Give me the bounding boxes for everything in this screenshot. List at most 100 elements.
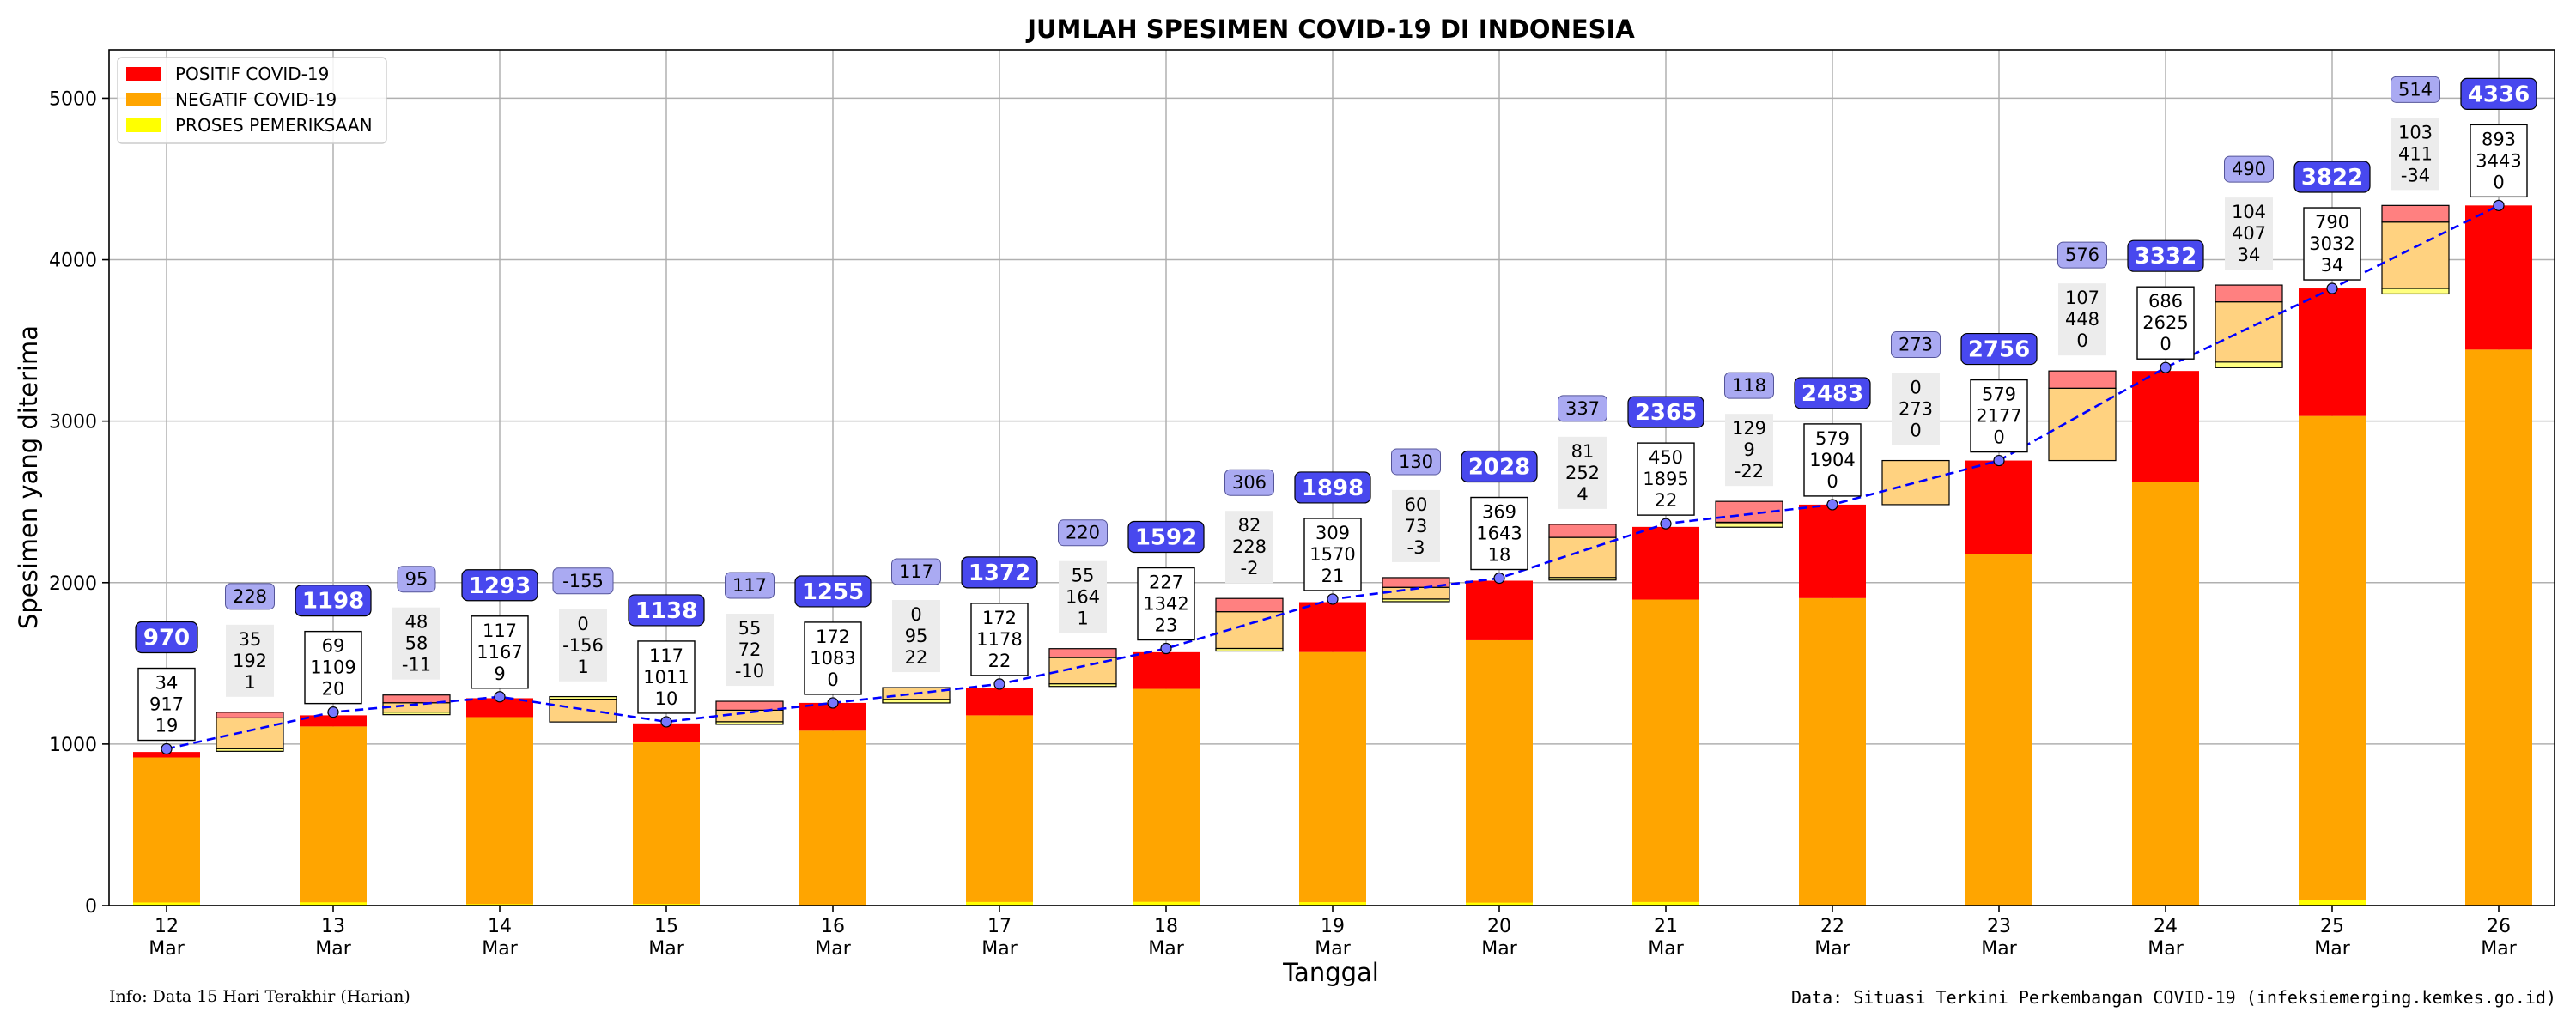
daily-total-label: 95 bbox=[405, 569, 428, 590]
x-tick-month: Mar bbox=[1481, 938, 1517, 960]
daily-proses-label: 34 bbox=[2238, 245, 2261, 265]
cumulative-proses-label: 0 bbox=[827, 670, 838, 690]
x-tick-day: 16 bbox=[821, 916, 845, 937]
bar-negatif bbox=[2299, 415, 2366, 906]
bar-positif bbox=[466, 698, 533, 718]
daily-positif-label: 82 bbox=[1238, 515, 1261, 536]
daily-negatif-label: 164 bbox=[1066, 587, 1100, 608]
x-tick-month: Mar bbox=[1981, 938, 2017, 960]
daily-total-badge bbox=[1891, 331, 1941, 359]
cumulative-box bbox=[2303, 207, 2361, 281]
cumulative-positif-label: 309 bbox=[1315, 523, 1350, 543]
cumulative-negatif-label: 2177 bbox=[1976, 406, 2021, 427]
daily-proses-label: 1 bbox=[1077, 609, 1088, 629]
cumulative-proses-label: 0 bbox=[1826, 471, 1838, 492]
daily-positif-label: 0 bbox=[910, 604, 921, 625]
daily-box bbox=[226, 624, 274, 697]
cumulative-positif-label: 579 bbox=[1815, 428, 1850, 449]
cumulative-proses-label: 21 bbox=[1321, 566, 1345, 586]
daily-box bbox=[892, 600, 940, 673]
daily-bar-negatif bbox=[2381, 221, 2450, 289]
x-tick-day: 13 bbox=[321, 916, 345, 937]
daily-proses-label: 0 bbox=[2076, 330, 2087, 351]
bar-negatif bbox=[633, 742, 700, 906]
daily-positif-label: 107 bbox=[2065, 288, 2099, 308]
x-tick-day: 23 bbox=[1987, 916, 2011, 937]
cumulative-negatif-label: 1011 bbox=[643, 667, 689, 688]
total-badge bbox=[794, 575, 872, 608]
daily-positif-label: 81 bbox=[1571, 441, 1595, 462]
bar-positif bbox=[1632, 526, 1699, 600]
legend-label: PROSES PEMERIKSAAN bbox=[175, 115, 373, 136]
daily-positif-label: 55 bbox=[1072, 566, 1095, 586]
total-badge bbox=[135, 621, 198, 654]
x-tick-day: 17 bbox=[987, 916, 1012, 937]
daily-total-label: -155 bbox=[562, 571, 604, 591]
daily-negatif-label: 411 bbox=[2398, 143, 2433, 164]
daily-bar-negatif bbox=[549, 696, 617, 723]
daily-bar-proses bbox=[1048, 683, 1117, 688]
cumulative-point bbox=[993, 678, 1005, 690]
daily-total-badge bbox=[552, 567, 614, 595]
daily-bar-positif bbox=[216, 712, 284, 719]
cumulative-negatif-label: 3032 bbox=[2309, 233, 2354, 254]
daily-bar bbox=[1215, 597, 1284, 652]
cumulative-point bbox=[660, 716, 672, 728]
daily-box bbox=[2225, 197, 2273, 270]
total-label: 1592 bbox=[1135, 525, 1197, 551]
bar-negatif bbox=[1299, 651, 1366, 906]
bar-negatif bbox=[1632, 599, 1699, 906]
bar-positif bbox=[1799, 504, 1866, 598]
cumulative-proses-label: 18 bbox=[1488, 545, 1511, 566]
daily-negatif-label: 228 bbox=[1232, 536, 1267, 557]
cumulative-trend bbox=[161, 199, 2505, 755]
daily-total-badge bbox=[1391, 448, 1441, 476]
cumulative-positif-label: 172 bbox=[982, 608, 1017, 628]
cumulative-negatif-label: 1342 bbox=[1143, 594, 1188, 615]
x-tick-month: Mar bbox=[315, 938, 351, 960]
cumulative-proses-label: 23 bbox=[1155, 615, 1178, 636]
cumulative-positif-label: 450 bbox=[1649, 447, 1683, 468]
cumulative-point bbox=[2326, 282, 2338, 294]
daily-total-badge bbox=[725, 572, 775, 599]
total-badge bbox=[1294, 471, 1371, 504]
daily-total-label: 576 bbox=[2065, 245, 2099, 265]
y-tick-label: 3000 bbox=[49, 412, 97, 433]
bar-positif bbox=[300, 715, 367, 727]
daily-total-label: 228 bbox=[233, 586, 267, 607]
x-tick-day: 18 bbox=[1154, 916, 1178, 937]
daily-bar bbox=[549, 695, 617, 723]
cumulative-positif-label: 227 bbox=[1149, 573, 1183, 593]
daily-positif-label: 35 bbox=[239, 629, 262, 650]
total-label: 2483 bbox=[1801, 381, 1863, 407]
cumulative-positif-label: 69 bbox=[322, 636, 345, 657]
x-tick-month: Mar bbox=[815, 938, 851, 960]
x-tick-day: 15 bbox=[654, 916, 678, 937]
daily-positif-label: 0 bbox=[577, 614, 588, 634]
x-tick-month: Mar bbox=[1814, 938, 1850, 960]
daily-bar-positif bbox=[1382, 577, 1450, 588]
daily-bar-proses bbox=[715, 721, 784, 725]
daily-bar-negatif bbox=[2215, 301, 2283, 368]
y-tick-label: 1000 bbox=[49, 735, 97, 756]
daily-bar-positif bbox=[382, 694, 451, 704]
daily-negatif-label: 9 bbox=[1743, 439, 1754, 460]
cumulative-negatif-label: 1643 bbox=[1476, 524, 1522, 544]
total-badge bbox=[628, 594, 705, 627]
daily-bar bbox=[1881, 459, 1950, 506]
cumulative-negatif-label: 1904 bbox=[1809, 450, 1855, 470]
cumulative-proses-label: 19 bbox=[155, 716, 179, 736]
daily-box bbox=[1225, 511, 1273, 584]
daily-bar bbox=[1048, 648, 1117, 688]
cumulative-negatif-label: 1570 bbox=[1309, 544, 1355, 565]
daily-negatif-label: 252 bbox=[1565, 463, 1600, 483]
y-tick-label: 0 bbox=[85, 896, 97, 918]
bar-proses bbox=[1133, 901, 1200, 906]
cumulative-proses-label: 10 bbox=[655, 688, 678, 709]
cumulative-proses-label: 0 bbox=[2493, 172, 2504, 192]
total-badge bbox=[295, 585, 372, 617]
legend-swatch bbox=[126, 93, 161, 106]
total-badge bbox=[1960, 332, 2038, 366]
total-label: 970 bbox=[143, 626, 190, 651]
daily-proses-label: 1 bbox=[244, 672, 255, 693]
